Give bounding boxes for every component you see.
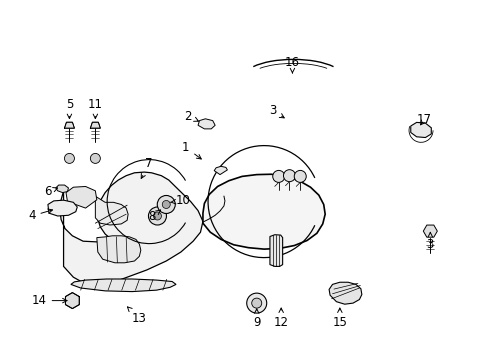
Text: 5: 5 [65, 98, 73, 118]
Polygon shape [203, 174, 325, 249]
Polygon shape [64, 122, 74, 128]
Text: 3: 3 [426, 232, 433, 251]
Text: 6: 6 [44, 185, 58, 198]
Polygon shape [48, 200, 77, 216]
Polygon shape [65, 293, 79, 309]
Text: 9: 9 [252, 309, 260, 329]
Circle shape [157, 195, 175, 213]
Circle shape [294, 170, 305, 183]
Text: 8: 8 [147, 210, 160, 223]
Text: 11: 11 [88, 98, 102, 118]
Text: 2: 2 [184, 110, 198, 123]
Polygon shape [71, 279, 176, 292]
Circle shape [283, 170, 295, 182]
Text: 7: 7 [141, 157, 153, 179]
Text: 3: 3 [268, 104, 284, 118]
Text: 1: 1 [182, 141, 201, 159]
Circle shape [153, 212, 161, 220]
Polygon shape [269, 235, 282, 266]
Circle shape [64, 153, 74, 163]
Text: 17: 17 [416, 113, 431, 126]
Polygon shape [56, 185, 68, 193]
Text: 16: 16 [285, 57, 299, 73]
Polygon shape [214, 166, 227, 175]
Polygon shape [90, 122, 100, 128]
Polygon shape [423, 225, 436, 237]
Text: 13: 13 [127, 307, 146, 325]
Polygon shape [97, 236, 141, 263]
Polygon shape [198, 119, 215, 129]
Circle shape [148, 207, 166, 225]
Circle shape [251, 298, 261, 308]
Text: 15: 15 [332, 308, 346, 329]
Circle shape [162, 201, 170, 208]
Text: 12: 12 [273, 308, 288, 329]
Polygon shape [60, 172, 203, 284]
Circle shape [90, 153, 100, 163]
Polygon shape [95, 196, 128, 225]
Polygon shape [328, 282, 361, 304]
Circle shape [272, 170, 284, 183]
Text: 14: 14 [32, 294, 67, 307]
Polygon shape [410, 122, 430, 138]
Text: 10: 10 [170, 194, 190, 207]
Text: 4: 4 [28, 209, 52, 222]
Circle shape [246, 293, 266, 313]
Polygon shape [66, 186, 97, 208]
